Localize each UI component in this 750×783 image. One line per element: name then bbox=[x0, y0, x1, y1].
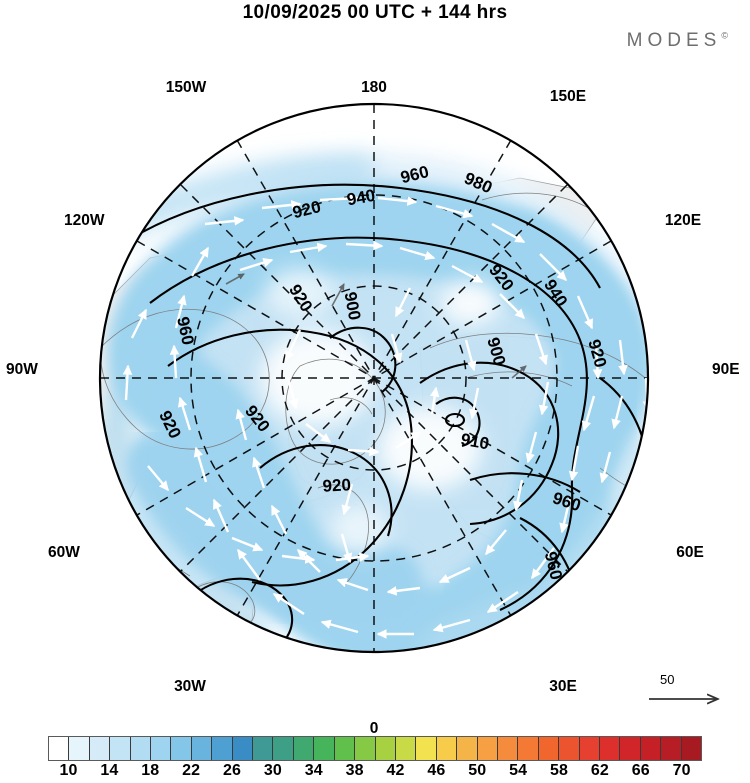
colorbar-cell bbox=[151, 737, 172, 760]
colorbar-cell bbox=[375, 737, 396, 760]
map-outline bbox=[98, 102, 650, 654]
colorbar-cell bbox=[212, 737, 233, 760]
colorbar-cell bbox=[191, 737, 213, 760]
colorbar-cell bbox=[171, 737, 192, 760]
wind-vectors bbox=[122, 193, 648, 639]
wind-vectors-dark bbox=[225, 273, 527, 379]
reference-vector-label: 50 bbox=[660, 672, 675, 687]
lon-label-30w: 30W bbox=[174, 678, 206, 695]
colorbar-cell bbox=[497, 737, 519, 760]
colorbar-tick-label: 18 bbox=[141, 762, 160, 779]
colorbar-tick-label: 46 bbox=[427, 762, 446, 779]
colorbar-cells bbox=[48, 736, 702, 761]
colorbar-ticks: 10 14 18 22 26 30 34 38 42 46 50 54 58 62 66 70 bbox=[48, 761, 702, 783]
colorbar-tick-label: 22 bbox=[182, 762, 200, 779]
colorbar-tick-label: 42 bbox=[386, 762, 405, 779]
reference-vector-arrow bbox=[649, 690, 738, 726]
colorbar-cell bbox=[681, 737, 701, 760]
colorbar-cell bbox=[538, 737, 560, 760]
lon-label-150w: 150W bbox=[165, 79, 207, 96]
colorbar-cell bbox=[416, 737, 437, 760]
colorbar-cell bbox=[477, 737, 498, 760]
colorbar-cell bbox=[253, 737, 274, 760]
colorbar-cell bbox=[232, 737, 254, 760]
colorbar-cell bbox=[457, 737, 478, 760]
reference-vector: 50 bbox=[648, 672, 738, 708]
colorbar-cell bbox=[110, 737, 131, 760]
lon-label-120w: 120W bbox=[64, 212, 105, 229]
map-canvas bbox=[98, 102, 650, 654]
colorbar-cell bbox=[293, 737, 315, 760]
colorbar-tick-label: 58 bbox=[550, 762, 568, 779]
map-content bbox=[100, 104, 648, 652]
colorbar-cell bbox=[559, 737, 580, 760]
page-title: 10/09/2025 00 UTC + 144 hrs bbox=[242, 2, 508, 23]
colorbar-cell bbox=[89, 737, 111, 760]
colorbar-cell bbox=[518, 737, 539, 760]
copyright-mark: © bbox=[721, 30, 728, 41]
lon-label-60w: 60W bbox=[48, 544, 80, 561]
colorbar-tick-label: 26 bbox=[223, 762, 241, 779]
colorbar-tick-label: 62 bbox=[590, 762, 609, 779]
colorbar-cell bbox=[620, 737, 641, 760]
colorbar-cell bbox=[130, 737, 152, 760]
colorbar-tick-label: 54 bbox=[509, 762, 527, 779]
colorbar-tick-label: 66 bbox=[631, 762, 650, 779]
graticule bbox=[100, 104, 648, 652]
modes-logo: MODES© bbox=[627, 30, 728, 52]
colorbar-tick-label: 70 bbox=[672, 762, 691, 779]
lon-label-120e: 120E bbox=[664, 212, 702, 229]
colorbar-cell bbox=[355, 737, 376, 760]
lon-label-90w: 90W bbox=[6, 361, 38, 378]
colorbar-cell bbox=[436, 737, 458, 760]
colorbar-tick-label: 14 bbox=[100, 762, 119, 779]
colorbar-cell bbox=[314, 737, 335, 760]
colorbar-tick-label: 50 bbox=[468, 762, 487, 779]
lon-label-150e: 150E bbox=[549, 88, 587, 105]
colorbar-cell bbox=[49, 737, 70, 760]
colorbar-cell bbox=[273, 737, 294, 760]
colorbar-tick-label: 10 bbox=[59, 762, 78, 779]
lon-label-0: 0 bbox=[369, 720, 379, 737]
lon-label-30e: 30E bbox=[549, 678, 577, 695]
lon-label-180: 180 bbox=[361, 79, 387, 96]
colorbar-tick-label: 34 bbox=[304, 762, 323, 779]
colorbar-tick-label: 38 bbox=[345, 762, 364, 779]
brand-name: MODES bbox=[626, 30, 722, 51]
colorbar-cell bbox=[395, 737, 417, 760]
lon-label-60e: 60E bbox=[676, 544, 704, 561]
lon-label-90e: 90E bbox=[712, 361, 740, 378]
colorbar-cell bbox=[579, 737, 600, 760]
polar-map[interactable]: 180 150W 120W 90W 60W 30W 0 30E 60E 90E … bbox=[0, 48, 750, 737]
colorbar-cell bbox=[69, 737, 90, 760]
colorbar-cell bbox=[334, 737, 356, 760]
colorbar-cell bbox=[661, 737, 682, 760]
colorbar-tick-label: 30 bbox=[263, 762, 282, 779]
colorbar-cell bbox=[640, 737, 662, 760]
colorbar-cell bbox=[599, 737, 621, 760]
colorbar[interactable]: 10 14 18 22 26 30 34 38 42 46 50 54 58 62 66 70 bbox=[48, 736, 702, 782]
